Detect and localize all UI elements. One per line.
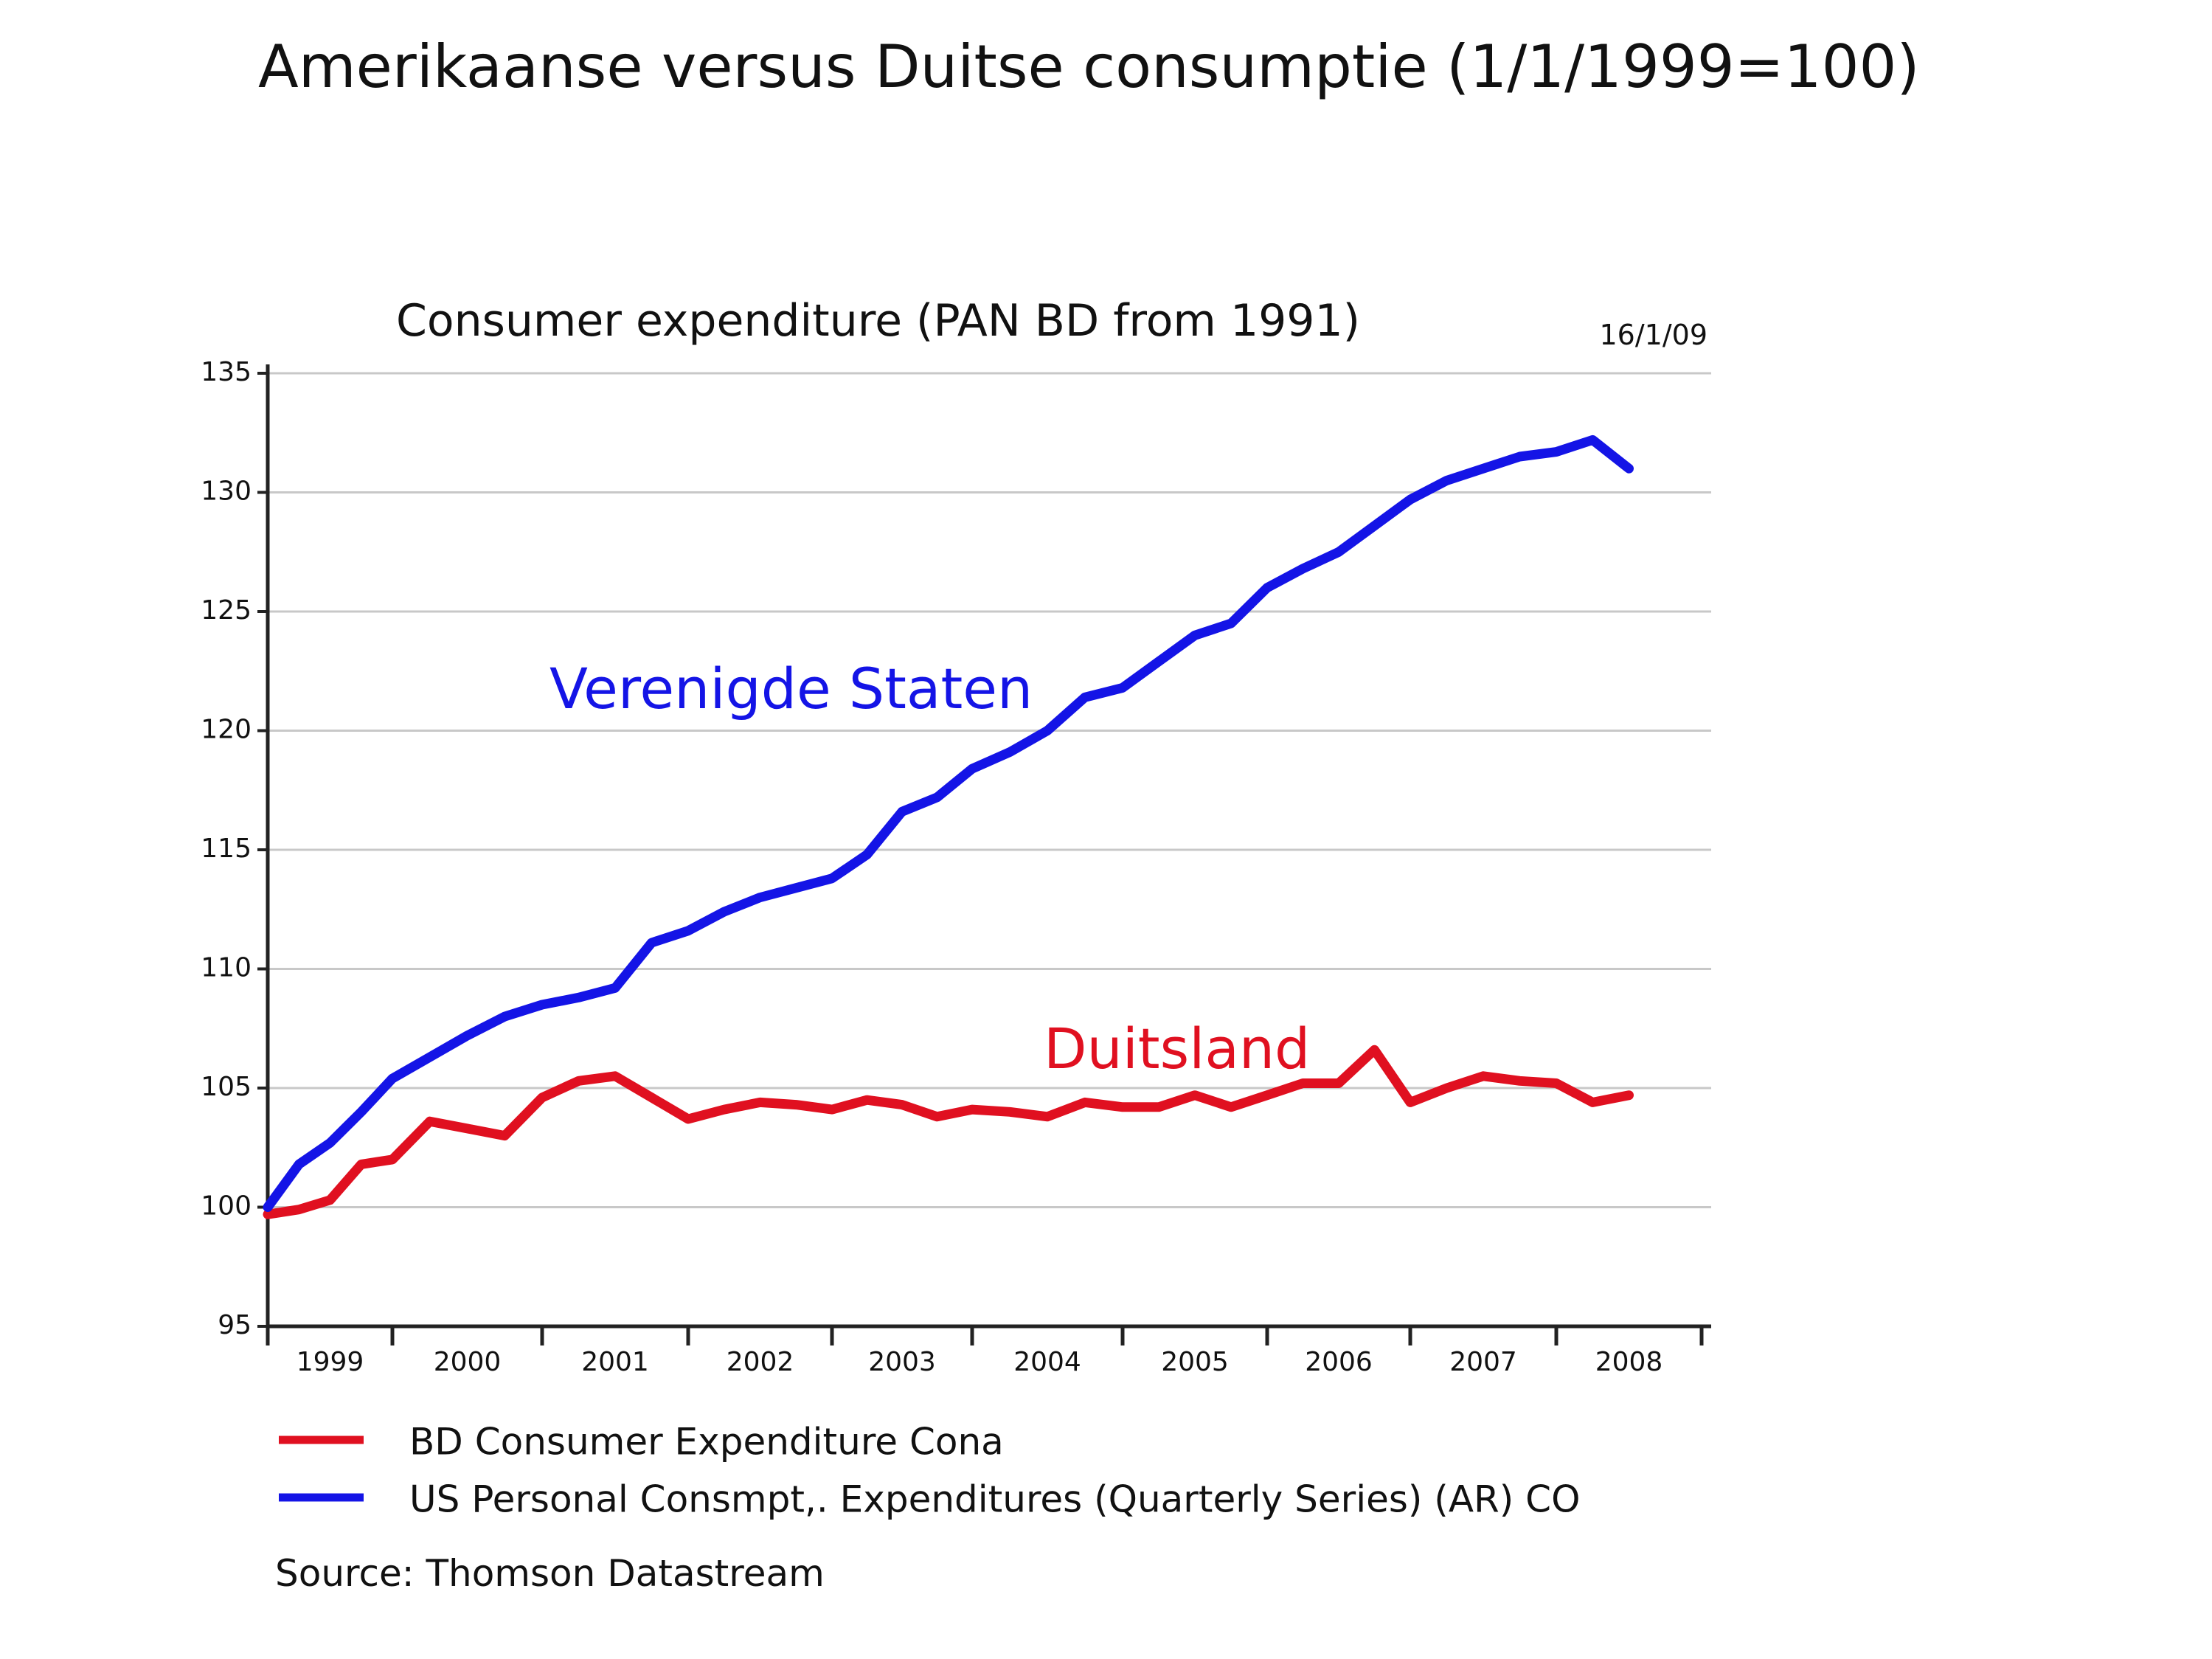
legend-label-de: BD Consumer Expenditure Cona <box>409 1421 1004 1464</box>
x-axis: 1999 2000 2001 2002 2003 2004 2005 2006 2007 2008 <box>266 1324 1711 1377</box>
page-title: Amerikaanse versus Duitse consumptie (1/… <box>258 32 1920 101</box>
x-tick-label: 1999 <box>297 1347 364 1377</box>
de-series-annotation: Duitsland <box>1044 1016 1310 1081</box>
x-tick-label: 2003 <box>868 1347 936 1377</box>
x-tick-label: 2002 <box>727 1347 794 1377</box>
y-axis: 95 100 105 110 115 120 125 130 135 <box>201 357 270 1340</box>
legend-label-us: US Personal Consmpt,. Expenditures (Quar… <box>409 1478 1580 1521</box>
series-line-de <box>263 1045 1634 1219</box>
y-tick-label: 125 <box>201 595 252 626</box>
x-tick-label: 2000 <box>434 1347 502 1377</box>
y-tick-label: 110 <box>201 953 252 983</box>
y-tick-label: 130 <box>201 477 252 507</box>
y-tick-label: 135 <box>201 357 252 387</box>
y-tick-label: 100 <box>201 1191 252 1222</box>
legend: BD Consumer Expenditure Cona US Personal… <box>279 1421 1580 1521</box>
series-line-us <box>263 434 1634 1212</box>
y-tick-label: 120 <box>201 715 252 745</box>
grid-lines <box>268 372 1711 1208</box>
x-tick-label: 2008 <box>1595 1347 1663 1377</box>
date-stamp: 16/1/09 <box>1600 319 1708 351</box>
x-tick-label: 2001 <box>581 1347 649 1377</box>
x-tick-label: 2007 <box>1449 1347 1517 1377</box>
y-tick-label: 95 <box>218 1310 252 1340</box>
us-series-annotation: Verenigde Staten <box>549 656 1033 721</box>
source-note: Source: Thomson Datastream <box>275 1552 825 1595</box>
y-tick-label: 105 <box>201 1072 252 1102</box>
x-tick-label: 2006 <box>1305 1347 1373 1377</box>
x-tick-label: 2005 <box>1161 1347 1229 1377</box>
series-lines <box>263 434 1634 1219</box>
chart-title: Consumer expenditure (PAN BD from 1991) <box>396 295 1360 347</box>
x-tick-label: 2004 <box>1013 1347 1081 1377</box>
y-tick-label: 115 <box>201 834 252 864</box>
